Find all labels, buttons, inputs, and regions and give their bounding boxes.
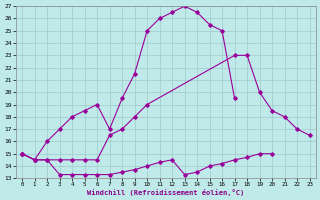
X-axis label: Windchill (Refroidissement éolien,°C): Windchill (Refroidissement éolien,°C) (87, 189, 244, 196)
